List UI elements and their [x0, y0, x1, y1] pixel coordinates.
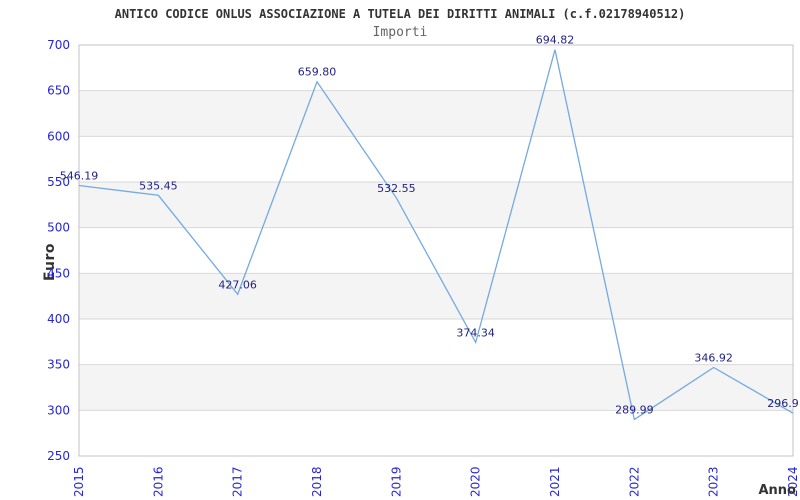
chart-subtitle: Importi: [372, 25, 428, 40]
y-tick-label: 600: [47, 129, 70, 143]
plot-band: [79, 273, 793, 319]
x-tick-label: 2016: [151, 466, 165, 497]
x-tick-label: 2023: [707, 466, 721, 497]
x-tick-label: 2020: [469, 466, 483, 497]
point-label: 346.92: [694, 351, 733, 364]
y-tick-label: 650: [47, 84, 70, 98]
x-tick-label: 2018: [310, 466, 324, 497]
point-label: 289.99: [615, 403, 654, 416]
y-tick-label: 250: [47, 449, 70, 463]
point-label: 659.80: [298, 66, 337, 79]
data-line: [78, 49, 794, 421]
plot-border: [78, 44, 794, 457]
y-tick-label: 500: [47, 221, 70, 235]
y-tick-label: 700: [47, 38, 70, 52]
x-tick-label: 2019: [389, 466, 403, 497]
y-tick-label: 350: [47, 358, 70, 372]
chart-title: ANTICO CODICE ONLUS ASSOCIAZIONE A TUTEL…: [114, 7, 686, 21]
y-tick-label: 550: [47, 175, 70, 189]
point-label: 535.45: [139, 179, 178, 192]
x-tick-label: 2021: [548, 466, 562, 497]
point-label: 427.06: [218, 278, 257, 291]
point-label: 296.9: [767, 397, 799, 410]
plot-band: [79, 182, 793, 228]
x-axis-title: Anno: [758, 483, 796, 498]
x-tick-label: 2017: [231, 466, 245, 497]
x-tick-label: 2024: [786, 466, 800, 497]
y-tick-label: 400: [47, 312, 70, 326]
plot-band: [79, 90, 793, 137]
point-label: 374.34: [456, 326, 495, 339]
y-tick-label: 300: [47, 403, 70, 417]
point-label: 694.82: [536, 34, 575, 47]
x-tick-label: 2015: [72, 466, 86, 497]
y-tick-label: 450: [47, 266, 70, 280]
plot-band: [79, 364, 793, 411]
point-label: 532.55: [377, 182, 416, 195]
point-label: 546.19: [60, 169, 99, 182]
x-tick-label: 2022: [627, 466, 641, 497]
